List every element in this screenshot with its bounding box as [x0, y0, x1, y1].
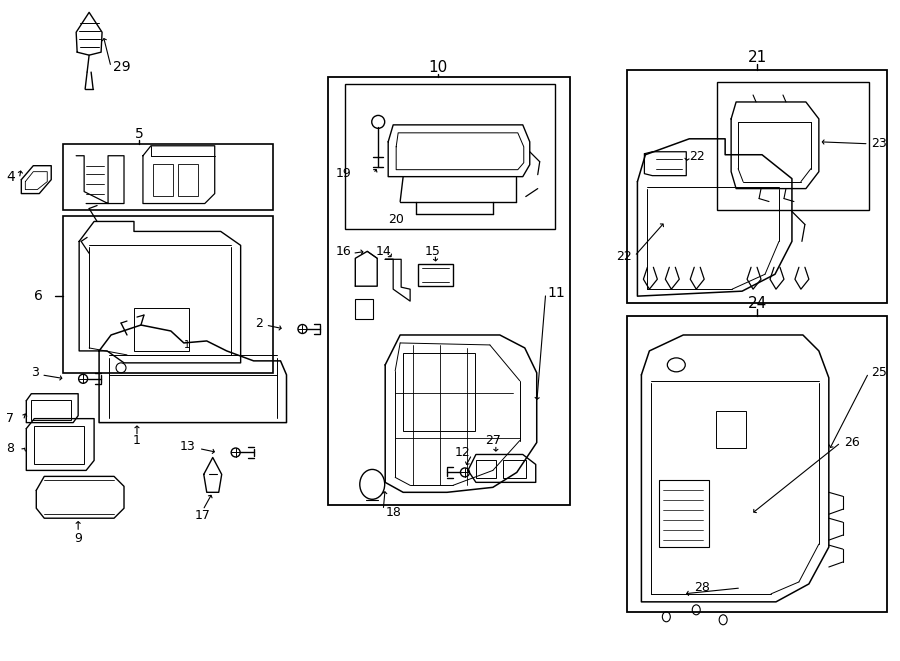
Bar [660, 481, 709, 547]
Bar [503, 461, 526, 479]
Bar [476, 461, 496, 479]
Text: 22: 22 [616, 250, 632, 263]
Text: 1: 1 [133, 434, 141, 447]
Bar [153, 164, 173, 196]
Bar [418, 264, 453, 286]
Text: 27: 27 [485, 434, 500, 447]
Bar [717, 82, 868, 210]
Text: 10: 10 [428, 59, 447, 75]
Text: 16: 16 [336, 245, 351, 258]
Text: 6: 6 [34, 289, 43, 303]
Bar [178, 164, 198, 196]
Bar [32, 400, 71, 420]
Text: 23: 23 [870, 137, 886, 150]
Text: 24: 24 [747, 295, 767, 311]
Bar [63, 217, 273, 373]
Text: 19: 19 [336, 167, 351, 180]
Bar [63, 144, 273, 210]
Text: 29: 29 [113, 60, 130, 74]
Text: 3: 3 [32, 366, 40, 379]
Bar [627, 316, 886, 612]
Text: 18: 18 [385, 506, 401, 519]
Text: 22: 22 [689, 150, 705, 163]
Text: 15: 15 [425, 245, 441, 258]
Text: 13: 13 [180, 440, 196, 453]
Bar [403, 353, 475, 430]
Text: 26: 26 [844, 436, 860, 449]
Bar [716, 410, 746, 447]
Text: 20: 20 [388, 213, 404, 226]
Text: 17: 17 [194, 509, 211, 522]
Text: 7: 7 [6, 412, 14, 425]
Text: 12: 12 [455, 446, 471, 459]
Bar [627, 70, 886, 303]
Text: 25: 25 [870, 366, 886, 379]
Text: 9: 9 [74, 531, 82, 545]
Text: 1: 1 [184, 340, 190, 350]
Text: 4: 4 [6, 170, 15, 184]
Bar [356, 299, 373, 319]
Bar [134, 308, 189, 351]
Text: 21: 21 [747, 50, 767, 65]
Text: 28: 28 [694, 582, 710, 594]
Bar [34, 426, 84, 465]
Bar [328, 77, 570, 505]
Bar [346, 84, 554, 229]
Text: 14: 14 [375, 245, 391, 258]
Text: 5: 5 [135, 127, 143, 141]
Text: 8: 8 [6, 442, 14, 455]
Text: 2: 2 [255, 317, 263, 330]
Text: 11: 11 [548, 286, 565, 300]
